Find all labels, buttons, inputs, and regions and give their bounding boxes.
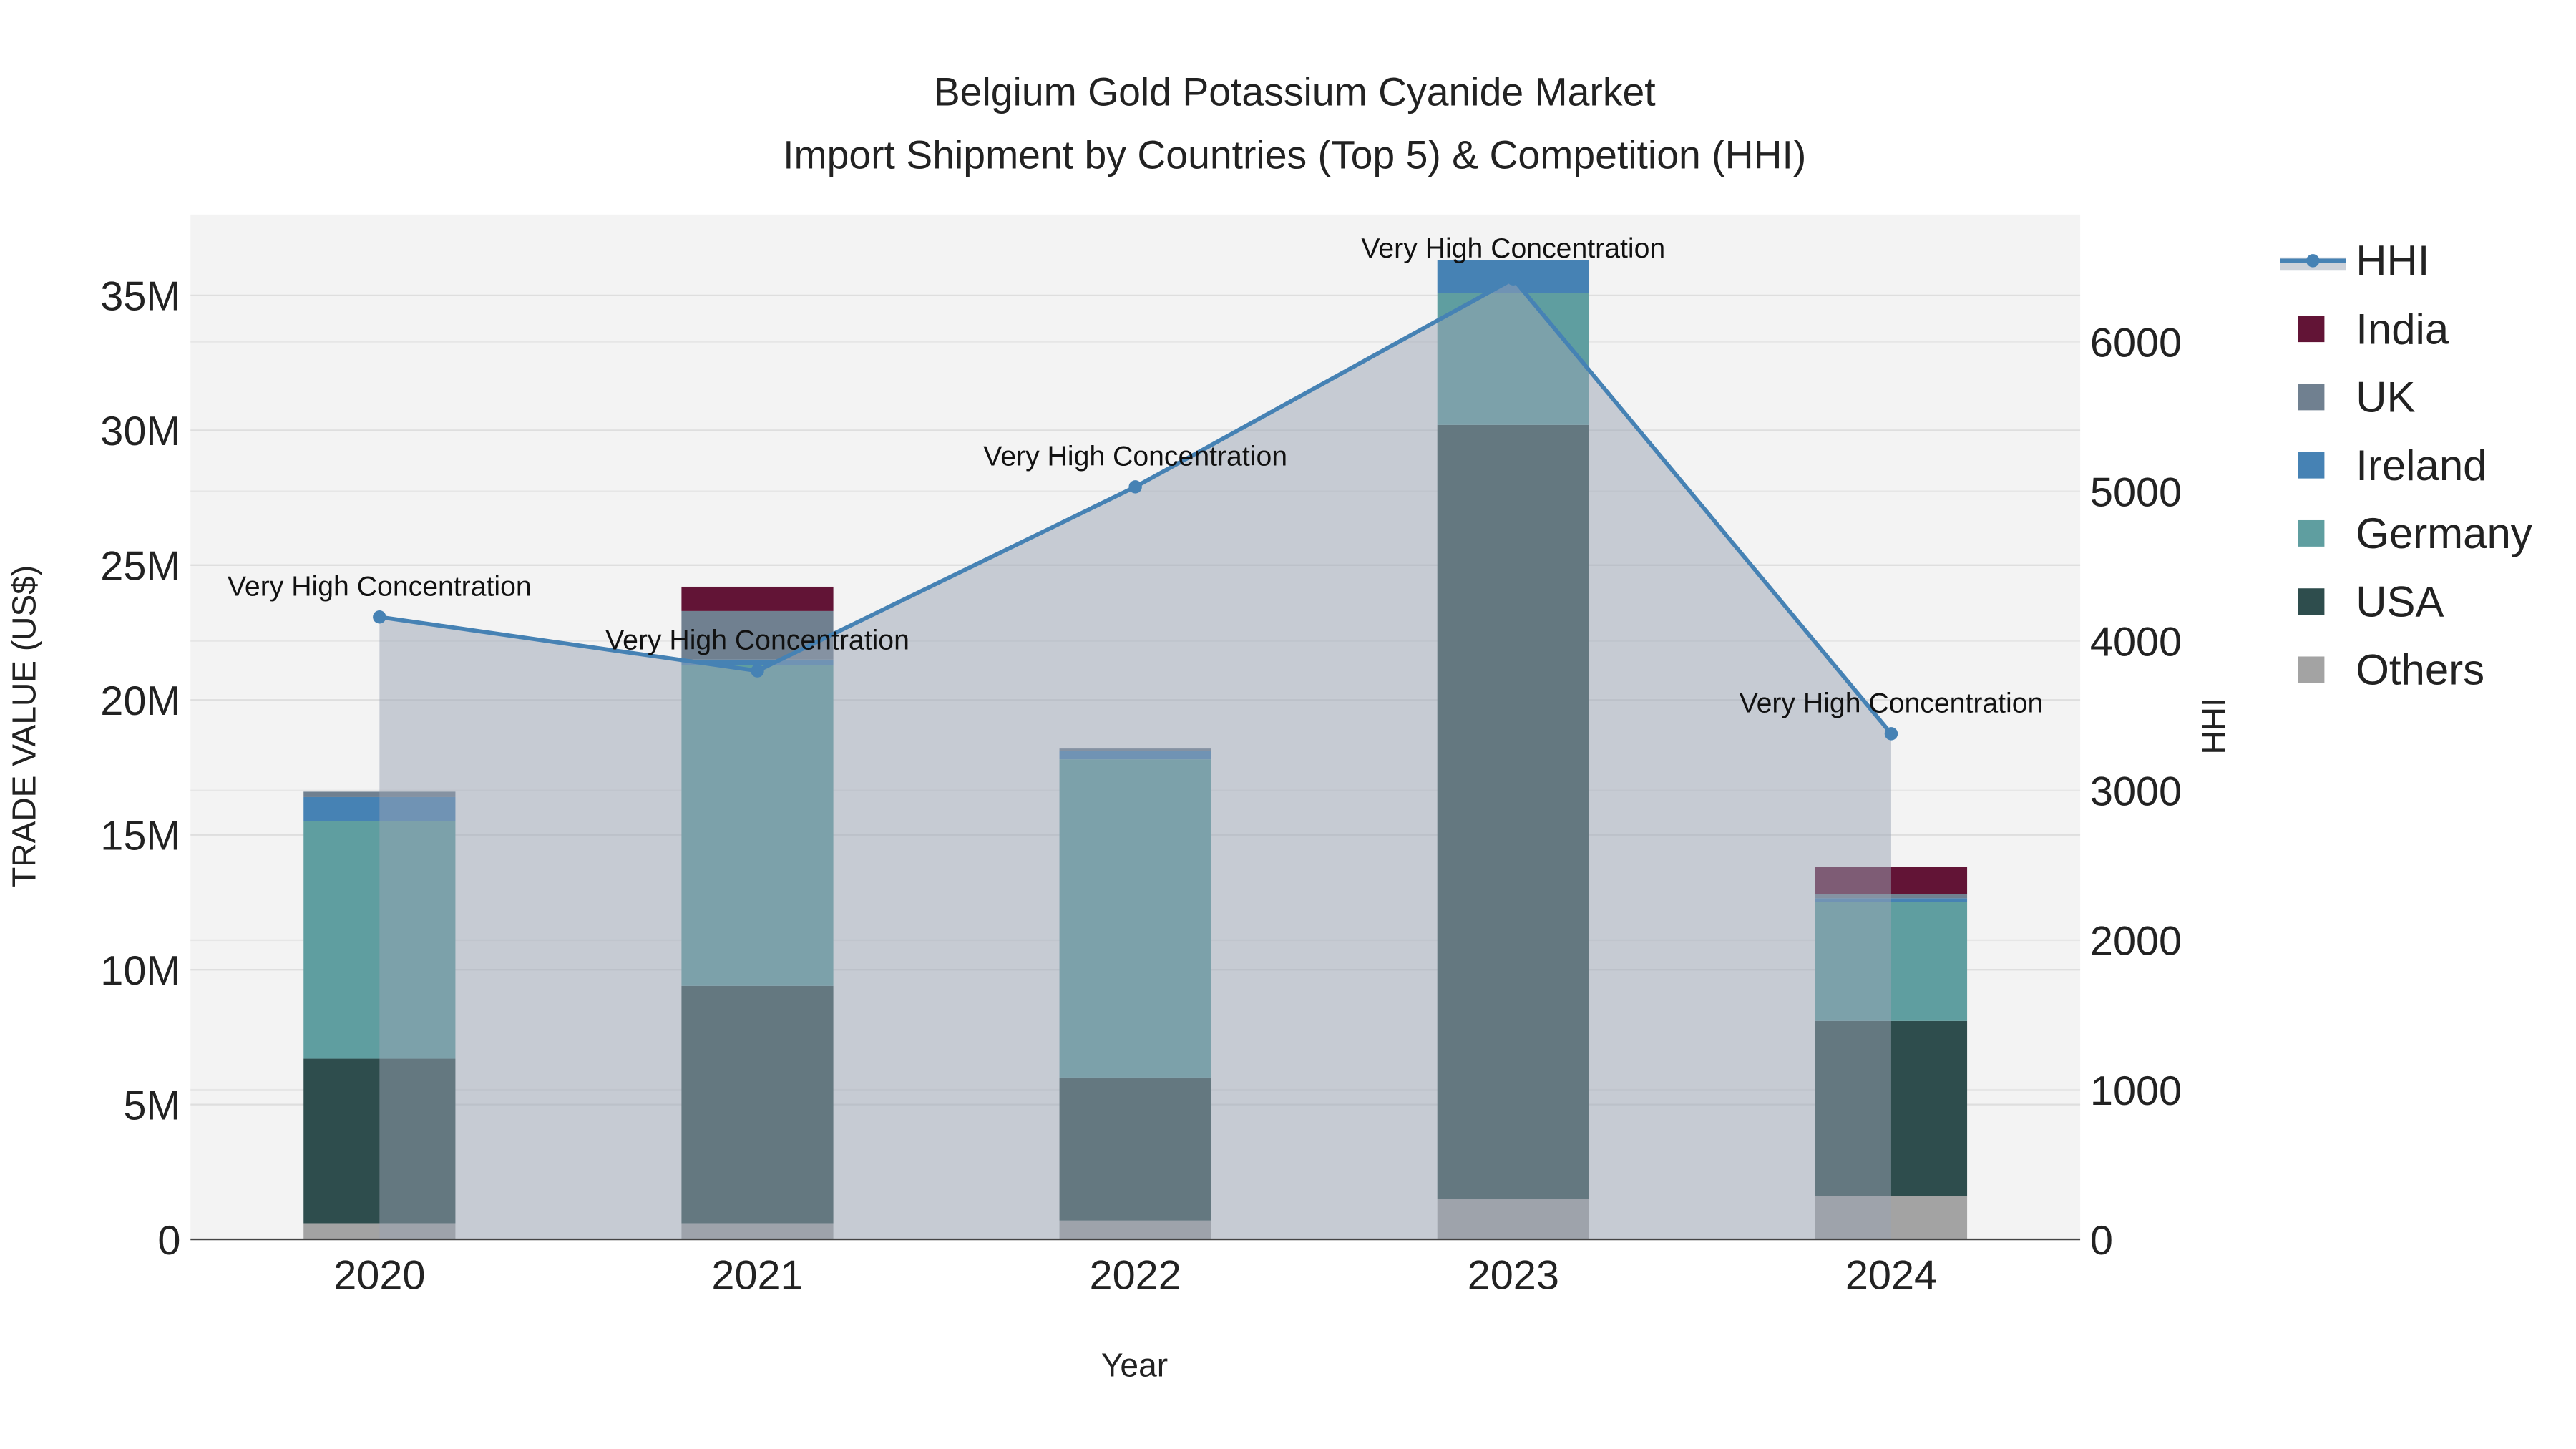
- y-tick-label: 30M: [100, 409, 180, 454]
- y2-tick-label: 5000: [2090, 469, 2182, 515]
- legend-label-uk: UK: [2356, 374, 2415, 421]
- hhi-point: [373, 610, 386, 624]
- x-tick-label: 2022: [1090, 1252, 1181, 1298]
- bar-india-2021: [681, 586, 834, 611]
- hhi-point: [751, 664, 764, 678]
- y-tick-label: 5M: [123, 1083, 180, 1128]
- legend-label-germany: Germany: [2356, 509, 2532, 557]
- y2-tick-label: 6000: [2090, 320, 2182, 366]
- y2-tick-label: 0: [2090, 1218, 2113, 1264]
- legend-swatch-india: [2298, 316, 2325, 343]
- y2-axis-label: HHI: [2195, 698, 2233, 754]
- legend-swatch-germany: [2298, 519, 2325, 547]
- legend-swatch-others: [2298, 656, 2325, 683]
- hhi-area-fill: [379, 278, 1891, 1240]
- legend-swatch-uk: [2298, 384, 2325, 411]
- hhi-annotation: Very High Concentration: [605, 625, 909, 656]
- legend-label-usa: USA: [2356, 577, 2444, 625]
- y-tick-label: 25M: [100, 544, 180, 590]
- y2-tick-label: 4000: [2090, 619, 2182, 665]
- y-tick-label: 10M: [100, 948, 180, 994]
- hhi-point: [1884, 727, 1898, 741]
- x-axis-ticks: 2020 2021 2022 2023 2024: [333, 1252, 1937, 1298]
- y-tick-label: 35M: [100, 274, 180, 320]
- annotations: Very High Concentration Very High Concent…: [228, 233, 2043, 719]
- legend-label-india: India: [2356, 305, 2449, 353]
- x-tick-label: 2020: [333, 1252, 425, 1298]
- y-axis-ticks: 0 5M 10M 15M 20M 25M 30M 35M: [100, 274, 180, 1264]
- legend: HHI India UK Ireland Germany USA Others: [2280, 237, 2532, 694]
- x-tick-label: 2023: [1468, 1252, 1559, 1298]
- y2-tick-label: 3000: [2090, 769, 2182, 815]
- hhi-line: [373, 272, 1898, 741]
- y2-tick-label: 1000: [2090, 1068, 2182, 1114]
- hhi-annotation: Very High Concentration: [983, 441, 1287, 472]
- hhi-annotation: Very High Concentration: [1361, 233, 1665, 264]
- legend-label-others: Others: [2356, 646, 2484, 694]
- chart-title: Belgium Gold Potassium Cyanide Market: [934, 70, 1656, 114]
- y-tick-label: 0: [157, 1218, 180, 1264]
- x-axis-label: Year: [1101, 1347, 1168, 1384]
- legend-label-ireland: Ireland: [2356, 441, 2487, 489]
- hhi-point: [1128, 480, 1142, 494]
- hhi-annotation: Very High Concentration: [1740, 688, 2044, 718]
- y2-tick-label: 2000: [2090, 919, 2182, 965]
- y-tick-label: 20M: [100, 678, 180, 724]
- y-axis-label: TRADE VALUE (US$): [5, 565, 42, 887]
- legend-swatch-usa: [2298, 588, 2325, 615]
- hhi-point: [1506, 272, 1521, 286]
- hhi-annotation: Very High Concentration: [228, 571, 532, 602]
- y-tick-label: 15M: [100, 813, 180, 859]
- hhi-area: [379, 278, 1891, 1240]
- x-tick-label: 2021: [711, 1252, 803, 1298]
- chart-subtitle: Import Shipment by Countries (Top 5) & C…: [783, 132, 1806, 177]
- legend-label-hhi: HHI: [2356, 237, 2429, 285]
- x-tick-label: 2024: [1845, 1252, 1937, 1298]
- legend-swatch-ireland: [2298, 452, 2325, 479]
- legend-hhi-marker: [2306, 254, 2320, 268]
- y2-axis-ticks: 0 1000 2000 3000 4000 5000 6000: [2090, 320, 2182, 1264]
- bar-ireland-2021: [681, 659, 834, 665]
